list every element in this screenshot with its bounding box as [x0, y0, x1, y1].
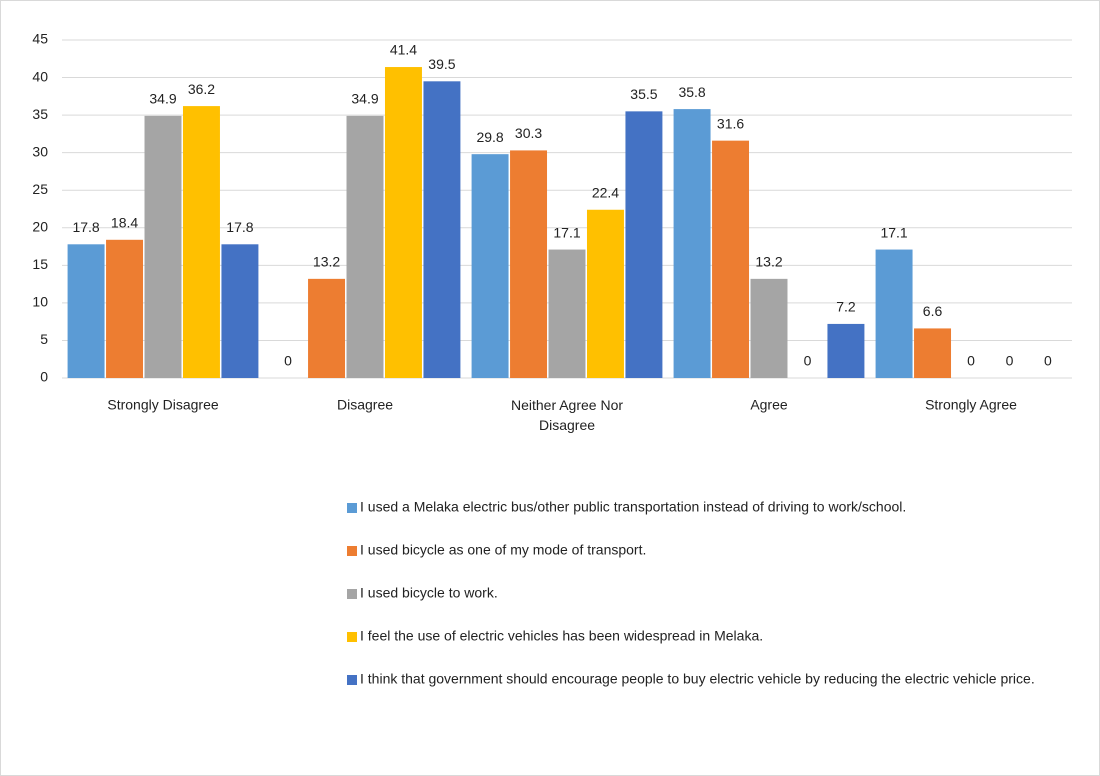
legend-label: I feel the use of electric vehicles has … — [360, 628, 763, 644]
data-label: 31.6 — [717, 115, 744, 131]
data-label: 17.8 — [72, 219, 99, 235]
y-tick-label: 15 — [32, 256, 48, 272]
x-tick-label: Disagree — [337, 397, 393, 413]
bar — [182, 106, 220, 378]
data-label: 29.8 — [476, 129, 503, 145]
legend-label: I used bicycle as one of my mode of tran… — [360, 542, 646, 558]
bar — [914, 328, 952, 378]
data-label: 13.2 — [755, 254, 782, 270]
bar — [673, 109, 711, 378]
bar — [423, 81, 461, 379]
data-label: 35.5 — [630, 86, 657, 102]
bar — [712, 140, 750, 378]
legend-label: I used a Melaka electric bus/other publi… — [360, 499, 906, 515]
bar — [144, 115, 182, 379]
bar — [875, 249, 913, 378]
y-tick-label: 30 — [32, 143, 48, 159]
data-label: 18.4 — [111, 214, 138, 230]
data-label: 30.3 — [515, 125, 542, 141]
legend-swatch — [347, 675, 357, 685]
data-label: 17.8 — [226, 219, 253, 235]
data-label: 34.9 — [149, 91, 176, 107]
y-tick-label: 40 — [32, 68, 48, 84]
bar — [827, 323, 865, 378]
bar — [510, 150, 548, 378]
bar — [750, 278, 788, 378]
y-tick-label: 35 — [32, 106, 48, 122]
y-tick-label: 25 — [32, 181, 48, 197]
data-label: 7.2 — [836, 299, 856, 315]
bar — [221, 244, 259, 378]
x-tick-label: Agree — [750, 397, 788, 413]
bar — [586, 209, 624, 378]
y-tick-label: 0 — [40, 369, 48, 385]
bar — [67, 244, 105, 378]
x-tick-label: Strongly Disagree — [107, 397, 218, 413]
legend-swatch — [347, 589, 357, 599]
data-label: 22.4 — [592, 184, 619, 200]
bar — [625, 111, 663, 378]
data-label: 17.1 — [880, 224, 907, 240]
y-tick-label: 45 — [32, 31, 48, 47]
bar — [384, 67, 422, 378]
data-label: 39.5 — [428, 56, 455, 72]
y-tick-label: 5 — [40, 331, 48, 347]
legend-swatch — [347, 503, 357, 513]
data-label: 13.2 — [313, 254, 340, 270]
bar — [308, 278, 346, 378]
legend-swatch — [347, 546, 357, 556]
bar — [548, 249, 586, 378]
data-label: 0 — [284, 353, 292, 369]
y-tick-label: 20 — [32, 218, 48, 234]
data-label: 36.2 — [188, 81, 215, 97]
data-label: 6.6 — [923, 303, 943, 319]
legend-label: I used bicycle to work. — [360, 585, 498, 601]
data-label: 17.1 — [553, 224, 580, 240]
data-label: 34.9 — [351, 91, 378, 107]
data-label: 35.8 — [678, 84, 705, 100]
bar — [471, 154, 509, 378]
data-label: 0 — [1044, 353, 1052, 369]
data-label: 0 — [967, 353, 975, 369]
legend-label: I think that government should encourage… — [360, 671, 1035, 687]
y-tick-label: 10 — [32, 294, 48, 310]
x-tick-label: Strongly Agree — [925, 397, 1017, 413]
legend-swatch — [347, 632, 357, 642]
x-tick-label: Neither Agree Nor Disagree — [511, 397, 623, 433]
bar — [346, 115, 384, 379]
data-label: 0 — [1006, 353, 1014, 369]
data-label: 0 — [804, 353, 812, 369]
bar — [106, 239, 144, 378]
data-label: 41.4 — [390, 42, 417, 58]
